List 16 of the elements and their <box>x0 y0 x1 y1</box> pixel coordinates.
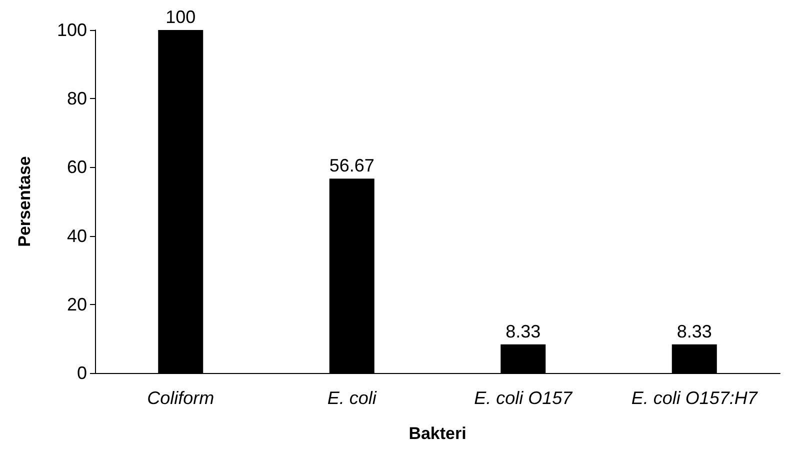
y-tick-label: 40 <box>66 226 87 246</box>
x-tick-label: E. coli O157:H7 <box>631 388 758 408</box>
x-tick-label: Coliform <box>147 388 214 408</box>
x-tick-label: E. coli <box>327 388 378 408</box>
data-label: 8.33 <box>676 321 712 342</box>
data-label: 56.67 <box>329 156 374 176</box>
data-label: 100 <box>166 7 196 27</box>
y-tick-label: 80 <box>66 88 87 109</box>
x-axis-title: Bakteri <box>408 424 466 443</box>
y-tick-label: 0 <box>76 363 87 383</box>
y-axis-title: Persentase <box>15 156 34 247</box>
y-tick-label: 20 <box>66 294 87 314</box>
y-tick-label: 60 <box>66 157 87 178</box>
x-tick-label: E. coli O157 <box>474 388 574 408</box>
y-tick-label: 100 <box>56 20 87 40</box>
data-label: 8.33 <box>506 321 541 342</box>
